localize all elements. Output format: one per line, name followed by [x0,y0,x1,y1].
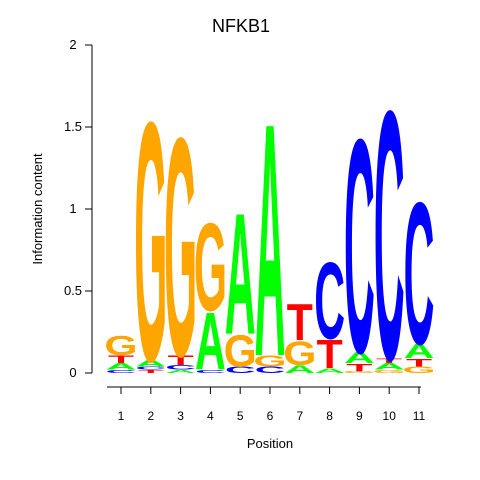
logo-letter-c: C [374,37,405,434]
x-tick-label: 11 [413,409,426,423]
logo-letter-a: A [255,55,286,427]
x-tick-label: 10 [383,409,397,423]
logo-letter-g: G [373,369,406,374]
logo-letter-a: A [314,367,345,375]
logo-letter-c: C [165,364,196,372]
x-tick-label: 1 [118,409,125,423]
x-axis-label: Position [247,436,293,451]
logo-letter-c: C [195,369,226,374]
x-tick-label: 4 [207,409,214,423]
logo-letter-c: C [225,365,256,375]
logo-letter-a: A [135,358,166,368]
logo-letter-t: T [108,353,134,366]
logo-letter-c: C [255,365,286,375]
logo-letter-t: T [406,356,432,369]
logo-letter-a: A [225,177,256,371]
logo-letter-t: T [346,361,372,374]
logo-letter-t: T [138,369,165,374]
y-axis: 0 0.5 1 1.5 2 [64,37,93,380]
logo-letter-a: A [404,340,435,363]
logo-letter-a: A [106,361,137,371]
logo-letter-g: G [343,371,376,373]
logo-letter-t: T [317,331,344,377]
y-tick-label: 0.5 [64,283,82,298]
x-tick-label: 9 [356,409,363,423]
logo-letter-t: T [168,352,194,368]
x-tick-label: 3 [177,409,184,423]
x-tick-label: 2 [147,409,154,423]
logo-letter-g: G [104,331,137,362]
y-axis-label: Information content [30,153,45,265]
y-tick-label: 1.5 [64,119,82,134]
logo-letter-g: G [253,352,286,370]
logo-letter-t: T [376,357,403,365]
logo-letter-g: G [283,335,316,373]
logo-letter-a: A [165,369,196,374]
logo-letter-a: A [195,296,226,388]
logo-letter-g: G [194,197,227,338]
logo-letter-g: G [134,51,167,433]
logo-letter-c: C [106,369,137,374]
logo-letter-a: A [344,349,375,367]
x-tick-label: 5 [237,409,244,423]
chart-title: NFKB1 [212,16,270,36]
x-tick-label: 8 [326,409,333,423]
logo-letter-a: A [284,363,315,376]
x-axis: 1 2 3 4 5 6 7 8 9 10 11 [107,386,426,423]
y-tick-label: 0 [69,365,76,380]
logo-letter-c: C [314,240,345,363]
logo-letter-g: G [164,73,197,422]
x-tick-label: 6 [267,409,274,423]
logo-letter-c: C [344,77,375,417]
logo-letter-a: A [374,361,405,371]
logo-letter-t: T [287,294,313,352]
logo-letter-g: G [402,365,435,375]
x-tick-label: 7 [296,409,303,423]
logo-letter-g: G [224,326,257,377]
y-tick-label: 1 [69,201,76,216]
logo-letter-c: C [135,366,166,371]
y-tick-label: 2 [69,37,76,52]
logo-letter-c: C [404,161,435,388]
